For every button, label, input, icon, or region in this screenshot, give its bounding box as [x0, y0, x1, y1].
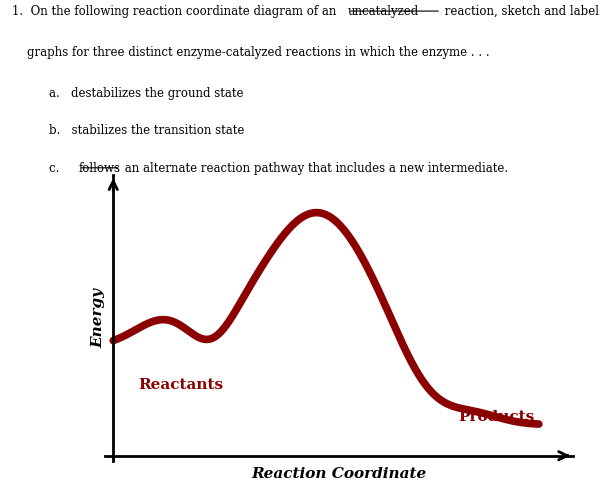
Text: Products: Products	[458, 410, 535, 424]
Text: uncatalyzed: uncatalyzed	[348, 5, 419, 18]
Text: an alternate reaction pathway that includes a new intermediate.: an alternate reaction pathway that inclu…	[121, 162, 508, 175]
Text: graphs for three distinct enzyme-catalyzed reactions in which the enzyme . . .: graphs for three distinct enzyme-catalyz…	[12, 46, 490, 59]
Text: 1.  On the following reaction coordinate diagram of an: 1. On the following reaction coordinate …	[12, 5, 341, 18]
Text: follows: follows	[79, 162, 121, 175]
Text: Reactants: Reactants	[139, 378, 224, 392]
Text: c.: c.	[49, 162, 71, 175]
Text: a.   destabilizes the ground state: a. destabilizes the ground state	[49, 87, 244, 100]
Text: b.   stabilizes the transition state: b. stabilizes the transition state	[49, 124, 245, 137]
X-axis label: Reaction Coordinate: Reaction Coordinate	[251, 467, 426, 481]
Text: reaction, sketch and label: reaction, sketch and label	[441, 5, 599, 18]
Y-axis label: Energy: Energy	[91, 288, 105, 348]
